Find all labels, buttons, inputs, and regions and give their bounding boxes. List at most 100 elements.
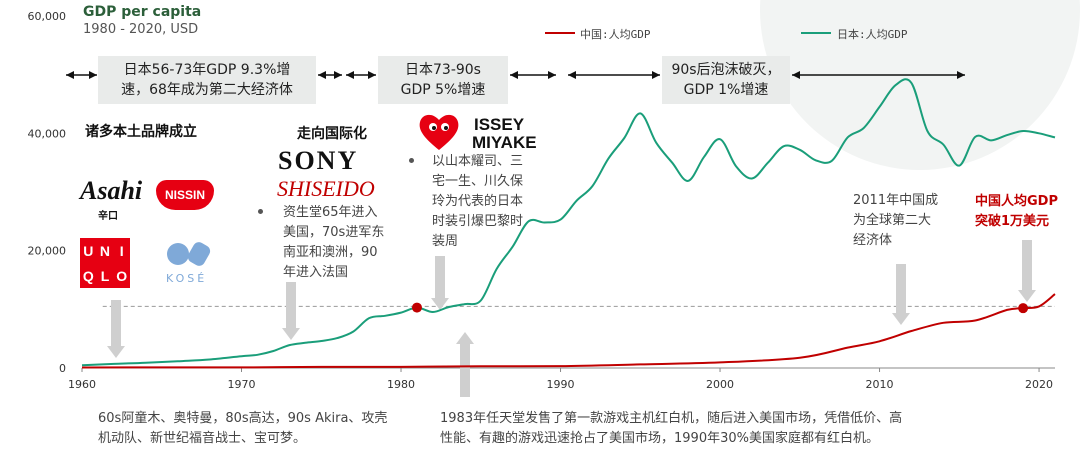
series-lines [81,78,1056,369]
note-line: 年进入法国 [283,265,349,280]
legend-japan-swatch [801,32,831,34]
note-line: 玲为代表的日本 [432,194,524,209]
y-tick-label: 60,000 [28,10,67,23]
arrow-head-left [66,71,74,79]
note-line: 以山本耀司、三 [432,154,524,169]
kose-symbol [167,242,211,266]
x-tick-label: 1960 [68,378,96,391]
legend-japan-label: 日本:人均GDP [837,28,908,41]
legend-china-label: 中国:人均GDP [580,28,651,41]
x-tick-label: 2010 [866,378,894,391]
arrow-head-right [548,71,556,79]
series-markers [411,302,1029,314]
heading-local-brands: 诸多本土品牌成立 [85,124,197,140]
shiseido-note: 资生堂65年进入 美国，70s进军东 南亚和澳洲，90 年进入法国 [283,203,384,283]
gray-arrow-icon [107,300,125,358]
heart-logo-icon [419,114,459,150]
period-3-line2: GDP 1%增速 [683,82,769,98]
fashion-note: 以山本耀司、三 宅一生、川久保 玲为代表的日本 时装引爆巴黎时 装周 [432,152,523,252]
marker-point-japan [411,302,422,313]
note-line: 突破1万美元 [975,214,1050,229]
chart-title: GDP per capita [83,4,202,20]
note-line: 美国，70s进军东 [283,225,385,240]
timeline-arrow-3-left [568,71,660,79]
note-line: 为全球第二大 [853,213,932,228]
note-line: 资生堂65年进入 [283,205,378,220]
timeline-arrow-1-right [318,71,342,79]
x-tick-label: 2000 [706,378,734,391]
gray-arrow-icon [1018,240,1036,302]
miyake-logo-text: MIYAKE [472,133,537,152]
period-box-1956-1973: 日本56-73年GDP 9.3%增 速，68年成为第二大经济体 [98,56,316,104]
period-2-line1: 日本73-90s [405,62,481,78]
china-second-economy-note: 2011年中国成 为全球第二大 经济体 [853,191,938,251]
arrow-head-right [89,71,97,79]
x-tick-label: 1980 [387,378,415,391]
gray-arrow-icon [892,264,910,325]
asahi-logo-text: Asahi [80,176,143,205]
kose-logo-text: KOSÉ [166,272,208,285]
timeline-arrows [66,71,1036,397]
gray-arrow-icon [282,282,300,340]
x-tick-label: 1970 [228,378,256,391]
x-tick-label: 2020 [1025,378,1053,391]
issey-logo-text: ISSEY [474,115,525,134]
gray-arrow-icon [431,256,449,310]
arrow-head-right [334,71,342,79]
asahi-sub-text: 辛口 [98,211,118,222]
timeline-arrow-1-left [66,71,97,79]
heading-going-international: 走向国际化 [297,126,367,142]
arrow-head-left [510,71,518,79]
sony-logo: SONY [278,146,358,176]
bullet-dot [409,158,414,163]
period-1-line2: 速，68年成为第二大经济体 [121,82,293,98]
nissin-logo: NISSIN [156,180,214,210]
note-line: 南亚和澳洲，90 [283,245,378,260]
period-3-line1: 90s后泡沫破灭， [671,62,781,78]
uniqlo-letter: L [100,267,110,284]
x-axis: 1960 1970 1980 1990 2000 2010 2020 [68,367,1055,391]
note-line: 2011年中国成 [853,193,939,208]
arrow-head-right [368,71,376,79]
nintendo-note: 1983年任天堂发售了第一款游戏主机红白机，随后进入美国市场，凭借低价、高 性能… [440,409,902,449]
series-line-china [81,293,1056,369]
uniqlo-letter: N [99,242,111,259]
asahi-logo: Asahi [80,176,142,206]
y-tick-label: 20,000 [28,245,67,258]
note-line: 装周 [432,234,459,249]
period-box-1973-1990: 日本73-90s GDP 5%增速 [378,56,508,104]
period-1-line1: 日本56-73年GDP 9.3%增 [123,62,291,78]
arrow-head-left [792,71,800,79]
timeline-arrow-2-right [510,71,556,79]
chart-subtitle: 1980 - 2020, USD [83,22,199,37]
y-tick-label: 0 [59,362,66,375]
note-line: 60s阿童木、奥特曼，80s高达，90s Akira、攻壳 [98,411,388,426]
period-box-1990s: 90s后泡沫破灭， GDP 1%增速 [662,56,790,104]
y-tick-label: 40,000 [28,127,67,140]
legend-china-swatch [545,32,575,34]
note-line: 1983年任天堂发售了第一款游戏主机红白机，随后进入美国市场，凭借低价、高 [440,411,903,426]
shiseido-logo-text: SHISEIDO [277,176,375,201]
uniqlo-logo: U N I Q L O [80,238,130,288]
marker-point-china [1018,303,1029,314]
note-line: 机动队、新世纪福音战士、宝可梦。 [98,431,307,446]
note-line: 经济体 [853,233,893,248]
timeline-arrow-3-right [792,71,965,79]
note-line: 性能、有趣的游戏迅速抢占了美国市场，1990年30%美国家庭都有红白机。 [440,431,879,446]
arrow-head-left [568,71,576,79]
period-2-line2: GDP 5%增速 [400,82,486,98]
note-line: 时装引爆巴黎时 [432,214,524,229]
uniqlo-letter: O [116,267,128,284]
bullet-dot [258,209,263,214]
shiseido-logo: SHISEIDO [277,176,375,202]
gray-arrow-icon [456,332,474,397]
note-line: 宅一生、川久保 [432,174,524,189]
x-tick-label: 1990 [547,378,575,391]
anime-note: 60s阿童木、奥特曼，80s高达，90s Akira、攻壳 机动队、新世纪福音战… [98,409,387,449]
timeline-arrow-2-left [346,71,376,79]
note-line: 中国人均GDP [975,194,1058,209]
arrow-head-left [318,71,326,79]
uniqlo-letter: U [83,242,94,259]
uniqlo-letter: Q [82,267,94,284]
